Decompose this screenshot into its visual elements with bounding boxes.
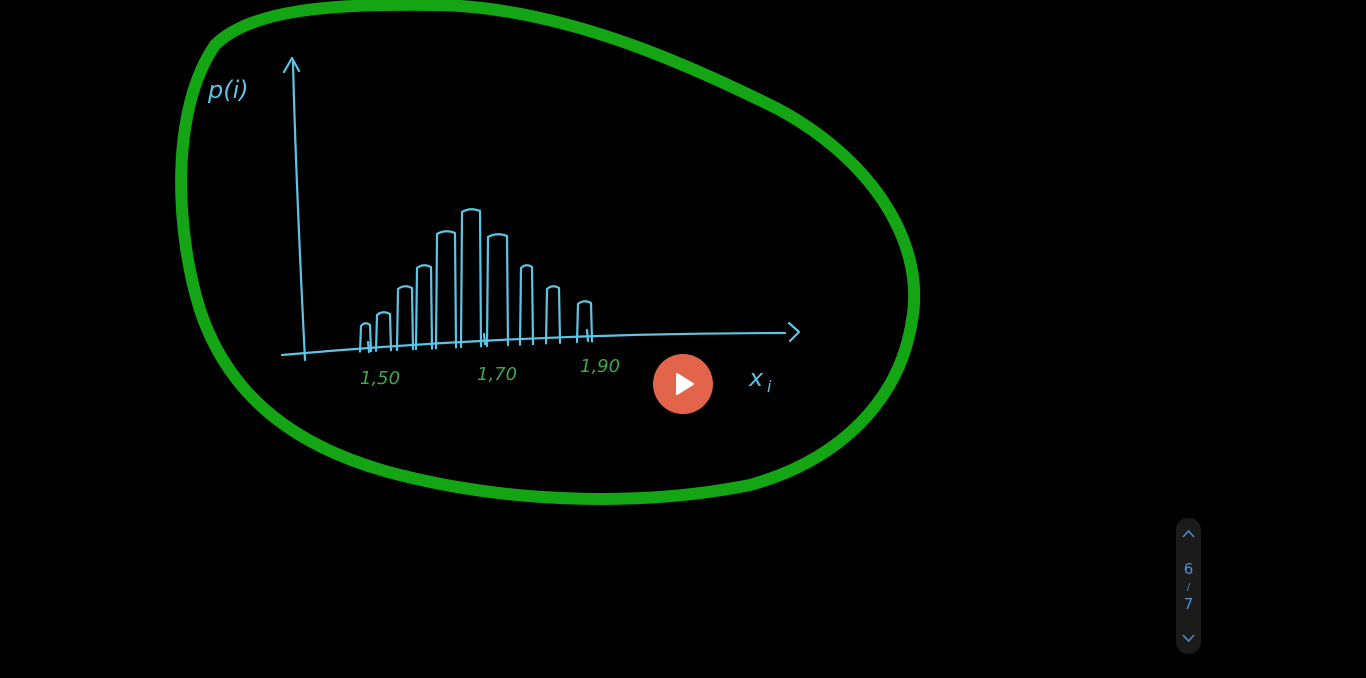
- sketch-bar: [434, 230, 458, 350]
- sketch-bar: [459, 208, 483, 349]
- current-page: 6: [1184, 560, 1194, 578]
- pager: 6 / 7: [1176, 518, 1201, 654]
- sketch-bar: [518, 264, 535, 346]
- page-up[interactable]: [1182, 529, 1195, 538]
- play-button[interactable]: [653, 354, 713, 414]
- sketch-bar: [485, 233, 510, 348]
- x-axis-label-subscript: i: [767, 377, 772, 396]
- play-icon[interactable]: [676, 373, 694, 395]
- sketch-bar: [414, 264, 434, 351]
- x-axis-label: x: [748, 364, 764, 392]
- green-loop: [175, 0, 921, 505]
- histogram-sketch: [358, 208, 594, 353]
- y-axis-label: p(i): [207, 76, 249, 104]
- x-axis-arrow: [787, 321, 801, 343]
- total-pages: 7: [1184, 595, 1194, 613]
- sketch-bar: [395, 285, 415, 352]
- x-axis: [280, 331, 787, 357]
- y-axis: [291, 60, 307, 362]
- tick-mark: [585, 328, 590, 343]
- page-down[interactable]: [1182, 634, 1195, 643]
- tick-mark: [482, 332, 487, 346]
- y-axis-arrow: [282, 56, 301, 74]
- pager-panel: [1176, 518, 1201, 654]
- page-separator: /: [1187, 582, 1191, 593]
- x-tick-label: 1,70: [477, 364, 517, 385]
- sketch-bar: [358, 322, 373, 353]
- sketch-bar: [575, 300, 594, 344]
- x-tick-label: 1,90: [580, 356, 620, 377]
- x-tick-label: 1,50: [360, 368, 400, 389]
- sketch-bar: [374, 311, 393, 352]
- sketch-bar: [544, 285, 562, 345]
- tick-mark: [366, 340, 371, 354]
